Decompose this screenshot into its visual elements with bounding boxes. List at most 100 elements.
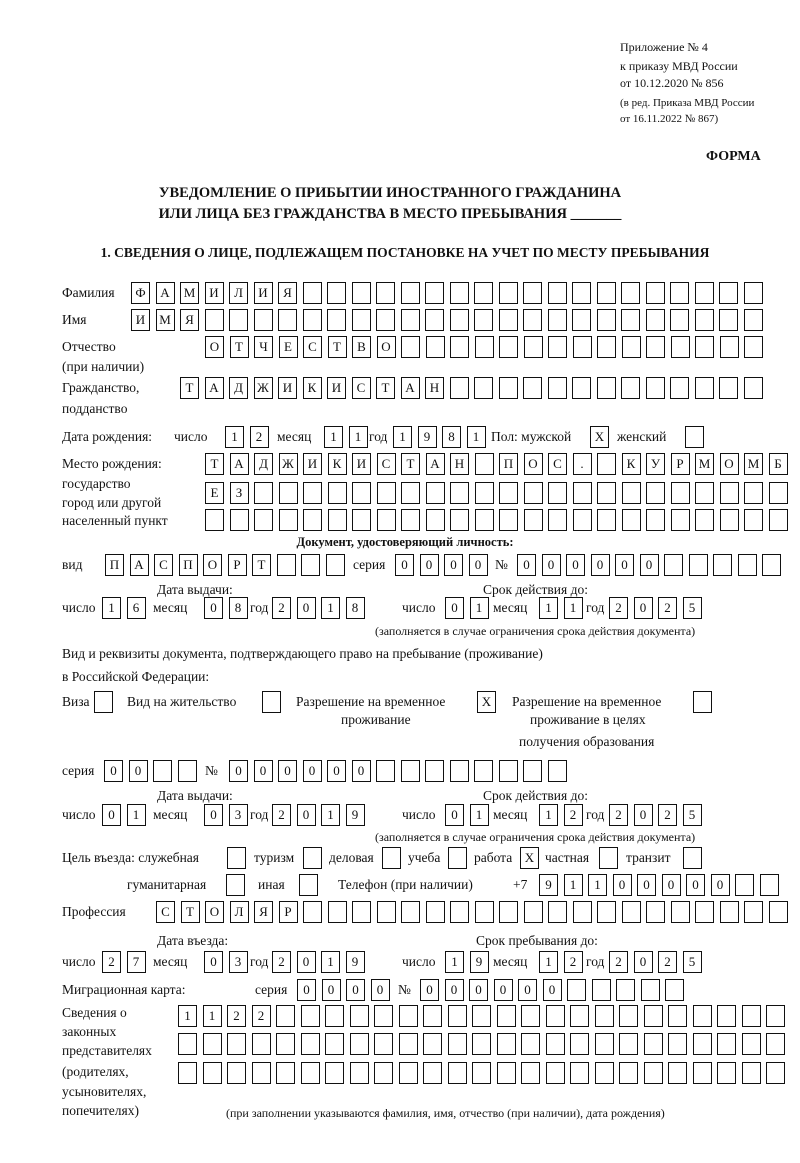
form-cell[interactable]: Л <box>229 282 248 304</box>
form-cell[interactable] <box>621 282 640 304</box>
form-cell[interactable] <box>596 282 616 304</box>
form-cell[interactable]: Е <box>278 336 298 358</box>
form-cell[interactable]: 0 <box>637 874 656 896</box>
form-cell[interactable] <box>498 377 518 399</box>
birth-place-row3[interactable] <box>205 509 788 531</box>
form-cell[interactable] <box>597 509 616 531</box>
purpose-business-checkbox[interactable] <box>382 847 401 869</box>
form-cell[interactable] <box>327 309 346 331</box>
form-cell[interactable] <box>741 1005 761 1027</box>
form-cell[interactable] <box>523 901 543 923</box>
form-cell[interactable]: 1 <box>321 597 340 619</box>
form-cell[interactable]: 2 <box>249 426 269 448</box>
form-cell[interactable] <box>300 1033 320 1055</box>
form-cell[interactable]: 9 <box>469 951 489 973</box>
form-cell[interactable]: А <box>155 282 175 304</box>
form-cell[interactable]: А <box>129 554 149 576</box>
form-cell[interactable] <box>425 482 445 504</box>
form-cell[interactable]: С <box>351 377 371 399</box>
form-cell[interactable] <box>572 901 592 923</box>
form-cell[interactable] <box>645 309 665 331</box>
form-cell[interactable]: П <box>105 554 124 576</box>
form-cell[interactable]: Т <box>252 554 271 576</box>
form-cell[interactable] <box>474 901 494 923</box>
form-cell[interactable] <box>545 1005 565 1027</box>
form-cell[interactable] <box>621 482 641 504</box>
form-cell[interactable] <box>178 1062 197 1084</box>
form-cell[interactable]: 0 <box>351 760 371 782</box>
form-cell[interactable] <box>643 1033 663 1055</box>
form-cell[interactable]: 0 <box>278 760 297 782</box>
form-cell[interactable] <box>376 309 395 331</box>
form-cell[interactable]: X <box>590 426 609 448</box>
form-cell[interactable]: Р <box>278 901 298 923</box>
form-cell[interactable] <box>570 1005 589 1027</box>
form-cell[interactable] <box>398 1062 418 1084</box>
form-cell[interactable] <box>325 1033 344 1055</box>
form-cell[interactable]: 0 <box>469 979 488 1001</box>
form-cell[interactable] <box>719 509 739 531</box>
form-cell[interactable] <box>374 1033 393 1055</box>
form-cell[interactable]: 1 <box>445 951 464 973</box>
form-cell[interactable]: 8 <box>345 597 365 619</box>
form-cell[interactable]: 0 <box>370 979 390 1001</box>
form-cell[interactable] <box>621 377 640 399</box>
form-cell[interactable]: 0 <box>302 760 322 782</box>
form-cell[interactable] <box>474 453 494 475</box>
purpose-private-checkbox[interactable] <box>599 847 618 869</box>
form-cell[interactable]: 2 <box>272 597 291 619</box>
form-cell[interactable] <box>447 1005 467 1027</box>
form-cell[interactable] <box>352 509 371 531</box>
form-cell[interactable] <box>276 1033 295 1055</box>
form-cell[interactable]: 1 <box>321 804 340 826</box>
form-cell[interactable] <box>450 509 469 531</box>
form-cell[interactable] <box>766 1033 785 1055</box>
form-cell[interactable] <box>547 309 567 331</box>
form-cell[interactable] <box>474 482 494 504</box>
form-cell[interactable]: М <box>744 453 763 475</box>
form-cell[interactable] <box>570 1062 589 1084</box>
form-cell[interactable]: Д <box>254 453 273 475</box>
form-cell[interactable] <box>693 691 712 713</box>
form-cell[interactable] <box>646 482 665 504</box>
form-cell[interactable] <box>299 874 318 896</box>
form-cell[interactable]: 2 <box>609 951 628 973</box>
form-cell[interactable] <box>425 309 444 331</box>
form-cell[interactable]: Т <box>180 377 199 399</box>
form-cell[interactable] <box>227 1062 246 1084</box>
form-cell[interactable] <box>382 847 401 869</box>
form-cell[interactable] <box>472 1062 491 1084</box>
form-cell[interactable] <box>768 901 788 923</box>
form-cell[interactable] <box>499 509 518 531</box>
form-cell[interactable]: Ж <box>253 377 273 399</box>
form-cell[interactable]: Н <box>425 377 444 399</box>
form-cell[interactable]: 2 <box>563 804 583 826</box>
form-cell[interactable] <box>670 377 689 399</box>
form-cell[interactable] <box>303 901 322 923</box>
form-cell[interactable] <box>572 309 591 331</box>
form-cell[interactable] <box>449 309 469 331</box>
form-cell[interactable]: 0 <box>518 979 537 1001</box>
form-cell[interactable] <box>376 482 396 504</box>
form-cell[interactable]: О <box>376 336 396 358</box>
form-cell[interactable]: Я <box>180 309 199 331</box>
form-cell[interactable]: О <box>203 554 222 576</box>
form-cell[interactable]: М <box>155 309 175 331</box>
form-cell[interactable]: 0 <box>321 979 341 1001</box>
form-cell[interactable] <box>741 1062 761 1084</box>
form-cell[interactable] <box>447 1033 467 1055</box>
form-cell[interactable]: И <box>204 282 224 304</box>
form-cell[interactable] <box>254 509 273 531</box>
form-cell[interactable]: 0 <box>661 874 681 896</box>
form-cell[interactable] <box>619 1005 638 1027</box>
form-cell[interactable]: 0 <box>590 554 610 576</box>
form-cell[interactable]: Ж <box>278 453 298 475</box>
reps-row2[interactable] <box>178 1033 785 1055</box>
